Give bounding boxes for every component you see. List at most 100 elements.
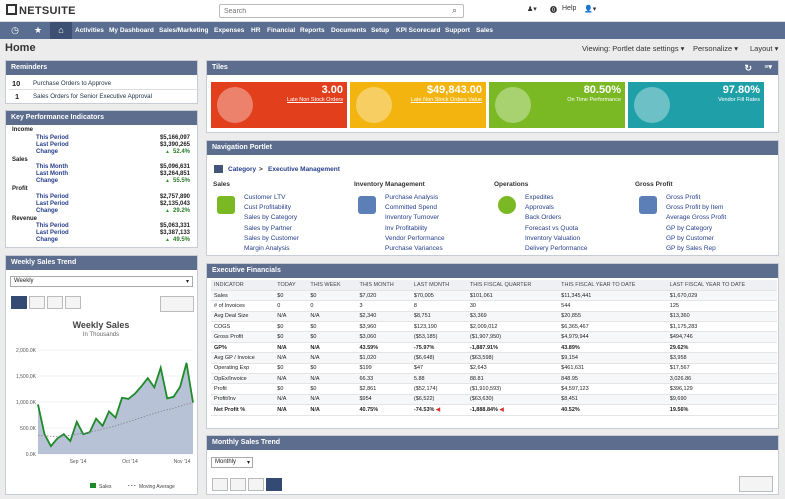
viewing-date-settings[interactable]: Viewing: Portlet date settings ▾ xyxy=(582,44,685,53)
weekly-period-select[interactable]: Weekly ▾ xyxy=(10,276,193,287)
nav-link[interactable]: Sales by Category xyxy=(244,214,298,222)
user-menu-icon[interactable]: 👤▾ xyxy=(584,6,597,13)
kpi-row-value: $3,264,851 xyxy=(159,171,190,177)
reminder-label[interactable]: Purchase Orders to Approve xyxy=(33,80,112,87)
nav-link[interactable]: Customer LTV xyxy=(244,194,286,201)
recent-records-icon[interactable]: ♟▾ xyxy=(527,6,537,13)
navigation-title: Navigation Portlet xyxy=(207,141,778,155)
global-search-input[interactable] xyxy=(219,4,464,18)
kpi-row-value: 55.5% xyxy=(172,178,190,184)
nav-item[interactable]: KPI Scorecard xyxy=(396,27,441,34)
reminder-item[interactable]: 1 Sales Orders for Senior Executive Appro… xyxy=(9,91,200,103)
search-icon[interactable]: ⌕ xyxy=(452,5,458,15)
cell-value: N/A xyxy=(277,406,287,413)
table-cell: $3,958 xyxy=(666,352,777,364)
personalize-menu[interactable]: Personalize ▾ xyxy=(693,44,739,53)
table-cell: ($1,907,950) xyxy=(466,331,559,343)
kpi-tile[interactable]: 3.00 Late Non Stock Orders xyxy=(211,82,347,128)
nav-link[interactable]: Margin Analysis xyxy=(244,245,290,252)
layout-menu[interactable]: Layout ▾ xyxy=(750,44,779,53)
nav-item[interactable]: Setup xyxy=(371,27,390,34)
nav-item[interactable]: My Dashboard xyxy=(109,27,154,34)
nav-item[interactable]: Sales xyxy=(476,27,493,34)
cell-value: $70,005 xyxy=(413,292,434,299)
nav-link[interactable]: Purchase Variances xyxy=(385,245,443,252)
area-chart-tab[interactable] xyxy=(11,296,27,309)
kpi-title: Key Performance Indicators xyxy=(6,111,197,125)
clipboard-icon xyxy=(358,196,376,214)
netsuite-logo[interactable]: NETSUITE xyxy=(6,4,76,17)
cell-value: 5.88 xyxy=(413,375,425,382)
recent-icon[interactable]: ◷ xyxy=(11,25,19,35)
nav-item[interactable]: HR xyxy=(251,27,261,34)
line-chart-tab[interactable] xyxy=(230,478,246,491)
nav-link[interactable]: Approvals xyxy=(525,204,554,212)
cell-value: 848.95 xyxy=(561,375,578,382)
chart-subtitle: In Thousands xyxy=(83,332,119,338)
kpi-tile[interactable]: $49,843.00 Late Non Stock Orders Value xyxy=(350,82,486,128)
cell-value: 40.75% xyxy=(359,406,379,413)
chart-thumbnail-icon[interactable] xyxy=(160,296,194,312)
nav-link[interactable]: Delivery Performance xyxy=(525,245,588,252)
nav-link[interactable]: Gross Profit xyxy=(666,194,701,201)
nav-link[interactable]: Gross Profit by Item xyxy=(666,204,724,212)
nav-link[interactable]: Sales by Customer xyxy=(244,234,299,242)
nav-item[interactable]: Documents xyxy=(331,27,367,34)
nav-link[interactable]: Purchase Analysis xyxy=(385,194,439,201)
table-cell: $461,631 xyxy=(558,363,667,375)
reminder-label[interactable]: Sales Orders for Senior Executive Approv… xyxy=(33,93,152,100)
sales-point xyxy=(153,386,155,388)
nav-item[interactable]: Expenses xyxy=(214,27,245,34)
nav-item[interactable]: Support xyxy=(445,27,470,34)
y-tick-label: 1,500.0K xyxy=(16,374,37,380)
checklist-icon xyxy=(495,87,531,123)
table-cell: $6,365,467 xyxy=(558,321,667,333)
kpi-tile[interactable]: 97.80% Vendor Fill Rates xyxy=(628,82,764,128)
table-cell: ($6,522) xyxy=(410,394,467,406)
x-tick-label: Sep '14 xyxy=(70,459,87,465)
nav-link[interactable]: Inventory Turnover xyxy=(385,214,440,222)
monthly-title: Monthly Sales Trend xyxy=(207,436,778,450)
line-chart-tab[interactable] xyxy=(29,296,45,309)
monthly-period-select[interactable]: Monthly ▾ xyxy=(211,457,253,468)
help-link[interactable]: Help xyxy=(562,5,577,12)
nav-link[interactable]: GP by Sales Rep xyxy=(666,245,716,252)
nav-link[interactable]: Committed Spend xyxy=(385,204,438,212)
menu-icon[interactable]: ≡▾ xyxy=(764,64,772,71)
nav-item[interactable]: Sales/Marketing xyxy=(159,27,209,34)
kpi-tile[interactable]: 80.50% On Time Performance xyxy=(489,82,625,128)
area-chart-tab[interactable] xyxy=(212,478,228,491)
nav-link[interactable]: Sales by Partner xyxy=(244,224,293,232)
nav-item[interactable]: Activities xyxy=(75,27,104,34)
people-icon xyxy=(639,196,657,214)
nav-link[interactable]: GP by Category xyxy=(666,224,713,232)
home-icon[interactable]: ⌂ xyxy=(50,22,72,39)
nav-link[interactable]: GP by Customer xyxy=(666,234,714,242)
chart-thumbnail-icon[interactable] xyxy=(739,476,773,492)
nav-link[interactable]: Forecast vs Quota xyxy=(525,224,579,232)
column-header: THIS FISCAL YEAR TO DATE xyxy=(558,280,667,291)
help-icon[interactable]: ⓿ xyxy=(550,7,557,14)
refresh-icon[interactable]: ↻ xyxy=(744,63,752,73)
table-cell: $0 xyxy=(307,321,357,333)
nav-link[interactable]: Back Orders xyxy=(525,214,562,222)
reminder-item[interactable]: 10 Purchase Orders to Approve xyxy=(9,78,200,90)
bar-chart-tab[interactable] xyxy=(266,478,282,491)
nav-link[interactable]: Inventory Valuation xyxy=(525,234,581,242)
nav-link[interactable]: Vendor Performance xyxy=(385,234,445,242)
table-view-tab[interactable] xyxy=(47,296,63,309)
table-view-tab[interactable] xyxy=(248,478,264,491)
nav-link[interactable]: Expedites xyxy=(525,194,554,201)
nav-item[interactable]: Financial xyxy=(267,27,296,34)
tile-value: $49,843.00 xyxy=(426,84,482,96)
breadcrumb-category[interactable]: Category xyxy=(228,166,257,173)
nav-item[interactable]: Reports xyxy=(300,27,325,34)
nav-link[interactable]: Cust Profitability xyxy=(244,204,291,212)
table-cell: N/A xyxy=(274,311,308,323)
favorites-star-icon[interactable]: ★ xyxy=(33,25,43,35)
nav-link[interactable]: Average Gross Profit xyxy=(666,214,727,222)
table-cell: N/A xyxy=(307,352,357,364)
bar-chart-tab[interactable] xyxy=(65,296,81,309)
breadcrumb-executive[interactable]: Executive Management xyxy=(268,166,340,173)
nav-link[interactable]: Inv Profitability xyxy=(385,224,428,232)
